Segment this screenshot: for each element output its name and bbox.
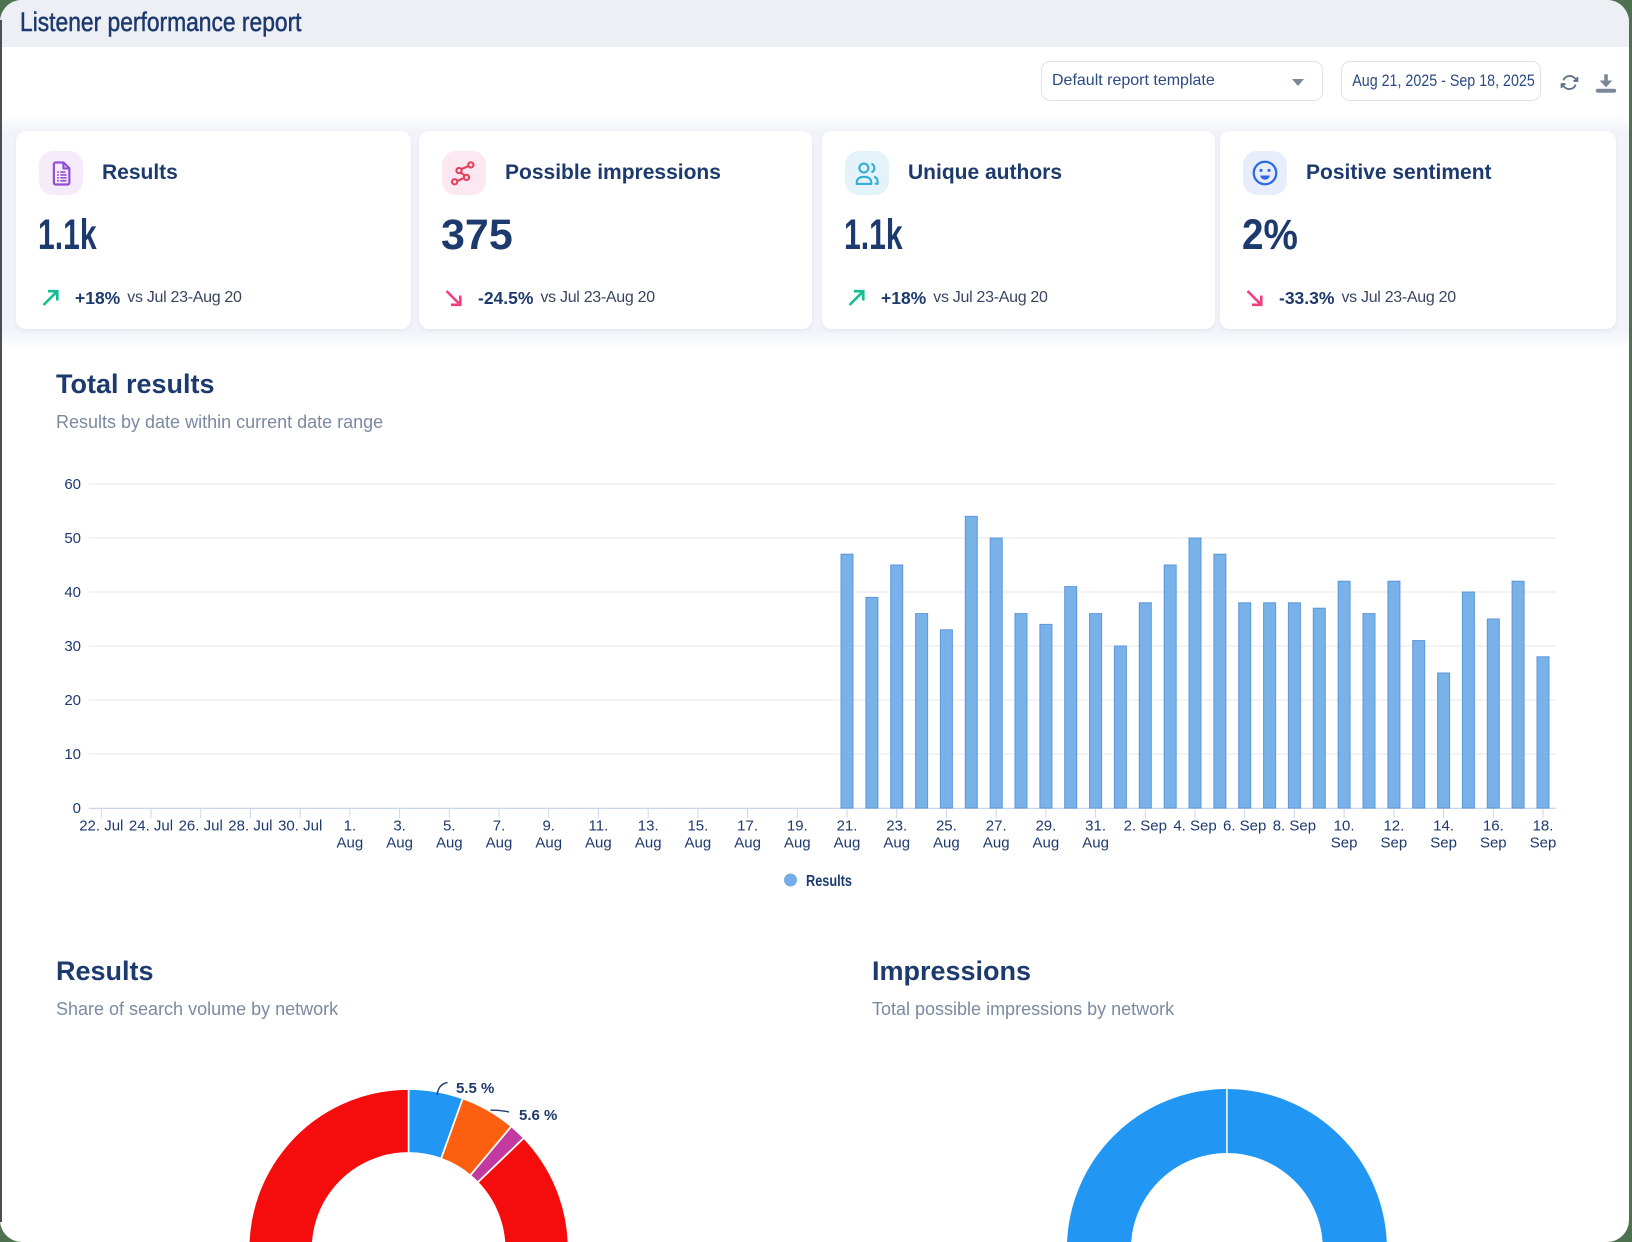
- svg-text:Aug: Aug: [784, 835, 811, 852]
- svg-text:Results: Results: [806, 873, 852, 890]
- svg-text:8. Sep: 8. Sep: [1273, 818, 1316, 835]
- svg-text:60: 60: [64, 476, 81, 493]
- svg-text:26. Jul: 26. Jul: [179, 818, 223, 835]
- svg-text:Sep: Sep: [1331, 835, 1358, 852]
- svg-text:Aug: Aug: [1033, 835, 1060, 852]
- svg-text:29.: 29.: [1035, 818, 1056, 835]
- svg-text:16.: 16.: [1483, 818, 1504, 835]
- svg-text:2. Sep: 2. Sep: [1124, 818, 1167, 835]
- svg-text:6. Sep: 6. Sep: [1223, 818, 1266, 835]
- svg-text:15.: 15.: [687, 818, 708, 835]
- svg-text:10.: 10.: [1334, 818, 1355, 835]
- svg-text:31.: 31.: [1085, 818, 1106, 835]
- svg-text:9.: 9.: [542, 818, 555, 835]
- svg-text:13.: 13.: [638, 818, 659, 835]
- svg-text:Aug: Aug: [1082, 835, 1109, 852]
- svg-text:11.: 11.: [589, 818, 609, 835]
- svg-text:Aug: Aug: [734, 835, 761, 852]
- svg-text:12.: 12.: [1383, 818, 1404, 835]
- svg-text:18.: 18.: [1533, 818, 1554, 835]
- svg-text:3.: 3.: [393, 818, 406, 835]
- svg-text:Sep: Sep: [1480, 835, 1507, 852]
- svg-text:21.: 21.: [837, 818, 858, 835]
- svg-text:28. Jul: 28. Jul: [228, 818, 272, 835]
- svg-text:Aug: Aug: [685, 835, 712, 852]
- svg-text:Aug: Aug: [983, 835, 1010, 852]
- svg-text:Sep: Sep: [1430, 835, 1457, 852]
- svg-text:7.: 7.: [493, 818, 506, 835]
- svg-text:Aug: Aug: [436, 835, 463, 852]
- svg-text:5.6 %: 5.6 %: [519, 1107, 557, 1124]
- svg-text:5.5 %: 5.5 %: [456, 1080, 494, 1097]
- svg-text:Aug: Aug: [933, 835, 960, 852]
- svg-text:30: 30: [64, 638, 81, 655]
- svg-text:Aug: Aug: [585, 835, 612, 852]
- svg-text:5.: 5.: [443, 818, 456, 835]
- svg-text:0: 0: [73, 800, 81, 817]
- svg-text:1.: 1.: [344, 818, 357, 835]
- svg-text:Sep: Sep: [1530, 835, 1557, 852]
- svg-text:Aug: Aug: [337, 835, 364, 852]
- svg-text:Aug: Aug: [834, 835, 861, 852]
- svg-text:Aug: Aug: [883, 835, 910, 852]
- svg-text:19.: 19.: [787, 818, 808, 835]
- svg-text:Sep: Sep: [1381, 835, 1408, 852]
- svg-text:17.: 17.: [737, 818, 758, 835]
- svg-text:40: 40: [64, 584, 81, 601]
- svg-text:Aug: Aug: [386, 835, 413, 852]
- svg-text:14.: 14.: [1433, 818, 1454, 835]
- svg-text:Aug: Aug: [635, 835, 662, 852]
- svg-text:20: 20: [64, 692, 81, 709]
- svg-text:23.: 23.: [886, 818, 907, 835]
- svg-text:50: 50: [64, 530, 81, 547]
- svg-text:25.: 25.: [936, 818, 957, 835]
- svg-text:24. Jul: 24. Jul: [129, 818, 173, 835]
- svg-text:Aug: Aug: [535, 835, 562, 852]
- svg-text:Aug: Aug: [486, 835, 513, 852]
- svg-text:4. Sep: 4. Sep: [1173, 818, 1216, 835]
- svg-text:22. Jul: 22. Jul: [79, 818, 123, 835]
- svg-text:10: 10: [64, 746, 81, 763]
- svg-text:30. Jul: 30. Jul: [278, 818, 322, 835]
- svg-text:27.: 27.: [986, 818, 1007, 835]
